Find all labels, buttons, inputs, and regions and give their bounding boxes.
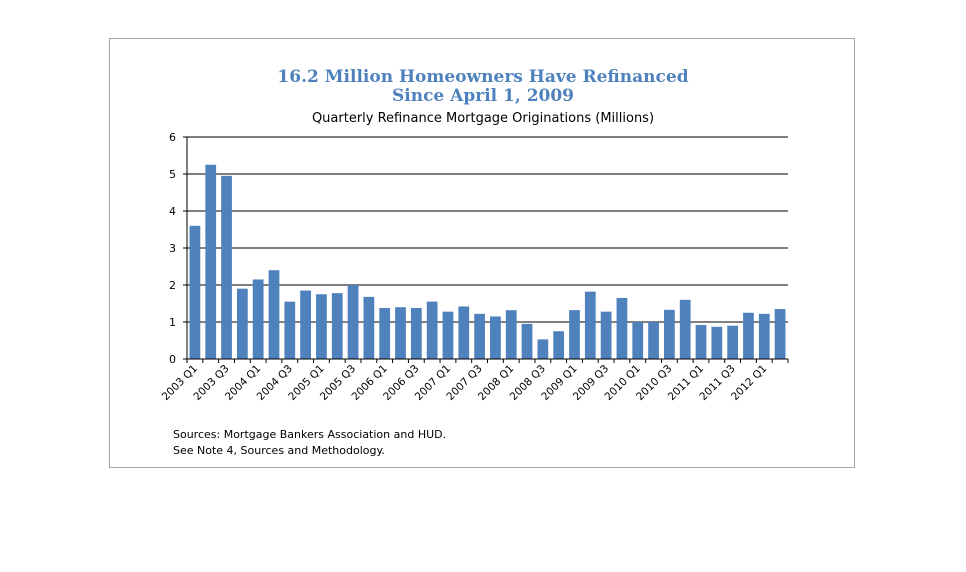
bar	[743, 312, 754, 359]
bar	[300, 290, 311, 359]
y-tick-label: 5	[169, 168, 176, 181]
bar	[521, 323, 533, 359]
bar	[584, 291, 596, 359]
bar	[616, 297, 628, 359]
y-tick-label: 0	[169, 353, 176, 366]
bar	[284, 301, 296, 359]
bar	[205, 164, 217, 359]
bar	[632, 322, 644, 359]
bar	[758, 313, 770, 359]
bar	[569, 310, 580, 359]
bar	[490, 316, 501, 359]
bar	[363, 296, 375, 359]
bar	[268, 270, 280, 359]
y-tick-label: 6	[169, 131, 176, 144]
methodology-note: See Note 4, Sources and Methodology.	[173, 444, 385, 457]
bar	[189, 225, 201, 359]
bar	[648, 322, 659, 359]
bar	[537, 339, 549, 359]
bar	[347, 285, 359, 359]
chart-title-line-1: 16.2 Million Homeowners Have Refinanced	[277, 67, 689, 87]
bar	[774, 309, 786, 359]
chart-subtitle: Quarterly Refinance Mortgage Origination…	[311, 111, 655, 126]
y-tick-label: 2	[169, 279, 176, 292]
chart-frame: 16.2 Million Homeowners Have Refinanced …	[109, 38, 855, 468]
bar	[711, 326, 723, 359]
bar	[474, 313, 485, 359]
bar	[221, 175, 232, 359]
bar	[316, 294, 327, 359]
bar	[458, 306, 470, 359]
bar	[395, 307, 406, 359]
bar	[505, 310, 517, 359]
bar	[553, 331, 565, 359]
y-tick-label: 3	[169, 242, 176, 255]
bar	[236, 288, 248, 359]
bar	[410, 307, 422, 359]
bar	[442, 311, 454, 359]
bar	[664, 309, 675, 359]
bar	[426, 301, 438, 359]
y-tick-label: 1	[169, 316, 176, 329]
sources-line: Sources: Mortgage Bankers Association an…	[173, 428, 447, 441]
bar	[695, 324, 707, 359]
bar	[252, 279, 264, 359]
bar	[727, 325, 739, 359]
y-tick-label: 4	[169, 205, 176, 218]
bar	[679, 299, 691, 359]
bar	[331, 293, 343, 359]
bar	[600, 311, 612, 359]
bar	[379, 307, 391, 359]
chart-title-line-2: Since April 1, 2009	[391, 86, 575, 106]
